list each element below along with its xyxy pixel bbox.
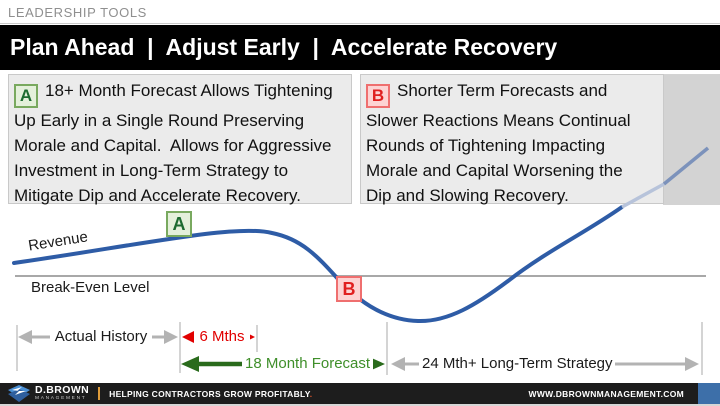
chart-point-b-badge: B xyxy=(336,276,362,302)
forecast-label: 18 Month Forecast xyxy=(242,355,374,372)
six-months-label: 6 Mths xyxy=(194,328,250,345)
title-banner: Plan Ahead | Adjust Early | Accelerate R… xyxy=(0,25,720,70)
header-divider xyxy=(0,23,720,24)
footer-tagline: HELPING CONTRACTORS GROW PROFITABLY. xyxy=(109,389,312,399)
callout-b-text: Shorter Term Forecasts and Slower Reacti… xyxy=(366,81,631,205)
tagline-text: HELPING CONTRACTORS GROW PROFITABLY xyxy=(109,388,310,399)
break-even-label: Break-Even Level xyxy=(31,279,150,296)
right-gray-panel xyxy=(663,74,720,205)
actual-history-label: Actual History xyxy=(50,328,152,345)
long-term-label: 24 Mth+ Long-Term Strategy xyxy=(419,355,615,372)
footer-url[interactable]: WWW.DBROWNMANAGEMENT.COM xyxy=(528,388,684,399)
page-title: Plan Ahead | Adjust Early | Accelerate R… xyxy=(10,34,558,60)
chart-point-a-badge: A xyxy=(166,211,192,237)
footer-bottom-strip xyxy=(0,404,720,406)
brand-block: D.BROWN MANAGEMENT xyxy=(35,385,89,402)
revenue-curve xyxy=(12,205,624,324)
tagline-period: . xyxy=(309,388,313,399)
brand-subtitle: MANAGEMENT xyxy=(35,396,87,402)
marker-b-badge: B xyxy=(366,84,390,108)
marker-a-badge: A xyxy=(14,84,38,108)
eyebrow-label: LEADERSHIP TOOLS xyxy=(8,5,147,20)
callout-b: B Shorter Term Forecasts and Slower React… xyxy=(360,74,664,205)
footer-bar: D.BROWN MANAGEMENT HELPING CONTRACTORS G… xyxy=(0,383,720,404)
callout-a: A 18+ Month Forecast Allows Tightening Up… xyxy=(8,74,352,205)
footer-divider xyxy=(98,387,101,400)
dbrown-logo-icon xyxy=(8,385,30,402)
brand-name: D.BROWN xyxy=(35,384,90,397)
callout-a-text: 18+ Month Forecast Allows Tightening Up … xyxy=(14,81,333,205)
footer-accent-block xyxy=(698,383,720,404)
revenue-label: Revenue xyxy=(27,228,90,255)
